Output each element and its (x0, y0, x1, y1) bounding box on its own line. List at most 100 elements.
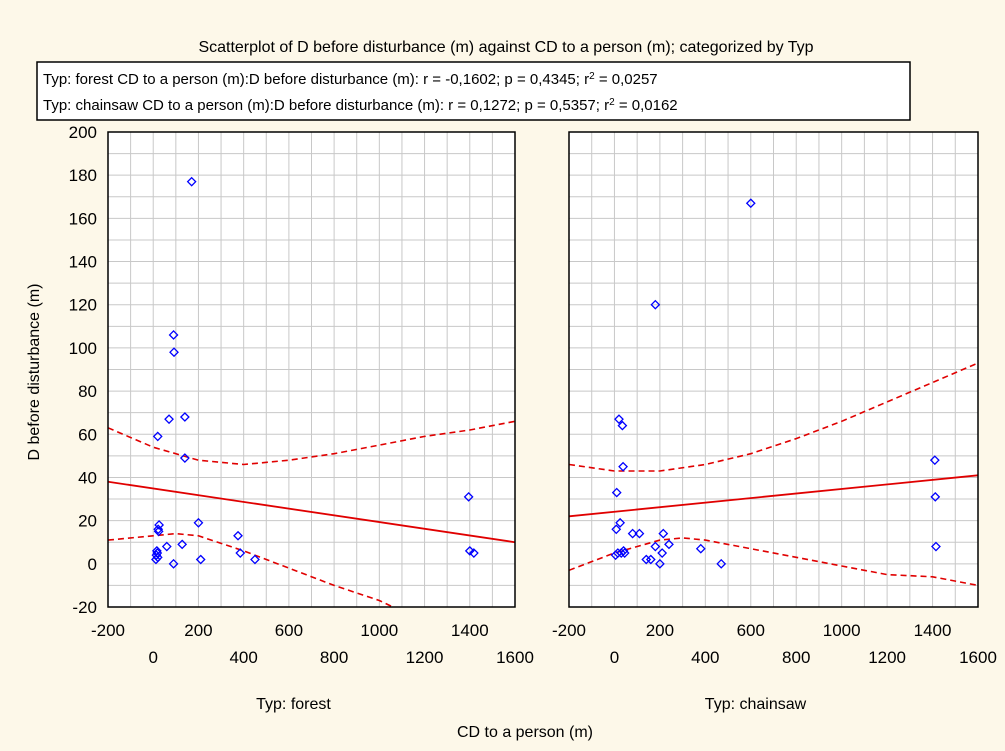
data-point (618, 461, 628, 472)
data-point (154, 520, 165, 530)
data-point (250, 554, 260, 565)
panels: -200 200 600 1000 1400 0 400 800 1200 1600 Typ: fo… (91, 131, 997, 713)
data-point (658, 528, 669, 539)
x-tick-label: 1200 (868, 648, 906, 667)
data-point (618, 545, 629, 556)
y-tick-label: 120 (69, 296, 97, 315)
data-point (177, 539, 188, 550)
x-tick-label: 200 (184, 621, 212, 640)
legend-box (36, 61, 911, 121)
data-point (611, 524, 622, 535)
data-point (169, 347, 179, 358)
y-tick-label: -20 (72, 598, 97, 617)
y-tick-label: 0 (88, 555, 97, 574)
data-points (610, 198, 941, 569)
data-point (617, 420, 628, 431)
y-tick-label: 60 (78, 425, 97, 444)
data-points (151, 176, 479, 569)
data-point (695, 543, 706, 554)
confidence-band-upper (569, 362, 978, 472)
y-tick-label: 140 (69, 253, 97, 272)
plot-frame (568, 131, 979, 608)
data-point (931, 541, 941, 552)
data-point (195, 554, 206, 565)
y-tick-labels: -20 0 20 40 60 80 100 120 140 160 180 200 (69, 123, 97, 617)
legend: Typ: forest CD to a person (m):D before … (36, 61, 911, 121)
confidence-band-lower (569, 537, 978, 587)
legend-entry-forest: Typ: forest CD to a person (m):D before … (43, 71, 658, 89)
data-point (611, 487, 622, 498)
y-tick-label: 200 (69, 123, 97, 142)
x-tick-labels: -200 200 600 1000 1400 0 400 800 1200 1600 (552, 621, 997, 667)
grid (107, 131, 516, 608)
data-point (634, 528, 645, 539)
x-tick-labels: -200 200 600 1000 1400 0 400 800 1200 1600 (91, 621, 534, 667)
y-tick-label: 160 (69, 209, 97, 228)
x-tick-label: 1400 (451, 621, 489, 640)
data-point (615, 517, 626, 528)
data-point (151, 554, 161, 565)
panel-label: Typ: chainsaw (705, 696, 807, 713)
x-tick-label: 400 (691, 648, 719, 667)
data-point (186, 176, 197, 187)
regression-line (108, 480, 515, 544)
data-point (179, 412, 190, 422)
panel-forest: -200 200 600 1000 1400 0 400 800 1200 1600 Typ: fo… (91, 131, 534, 713)
plot-frame (107, 131, 516, 608)
data-point (193, 517, 204, 528)
chart-title: Scatterplot of D before disturbance (m) … (198, 39, 813, 56)
x-tick-label: 1000 (360, 621, 398, 640)
confidence-band-upper (108, 420, 515, 466)
data-point (168, 330, 179, 340)
x-tick-label: 1000 (823, 621, 861, 640)
data-point (654, 558, 665, 569)
panel-series (108, 176, 515, 607)
x-tick-label: 1600 (496, 648, 534, 667)
data-point (716, 558, 727, 569)
panel-series (569, 198, 978, 587)
data-point (179, 453, 190, 463)
legend-entry-chainsaw: Typ: chainsaw CD to a person (m):D befor… (43, 97, 678, 115)
data-point (614, 414, 624, 425)
panel-label: Typ: forest (256, 696, 331, 713)
x-tick-label: 0 (148, 648, 157, 667)
data-point (930, 491, 941, 502)
data-point (627, 528, 638, 539)
x-tick-label: 1400 (914, 621, 952, 640)
data-point (152, 552, 163, 563)
data-point (153, 526, 164, 537)
data-point (657, 548, 668, 558)
data-point (650, 299, 661, 310)
x-tick-label: 800 (782, 648, 810, 667)
data-point (233, 530, 243, 541)
x-tick-label: 800 (320, 648, 348, 667)
data-point (468, 548, 479, 558)
y-tick-label: 80 (78, 382, 97, 401)
x-tick-label: 1200 (406, 648, 444, 667)
x-tick-label: -200 (552, 621, 586, 640)
x-tick-label: 200 (646, 621, 674, 640)
data-point (152, 548, 163, 558)
data-point (664, 539, 674, 550)
x-tick-label: 600 (737, 621, 765, 640)
data-point (164, 414, 174, 425)
y-axis-label: D before disturbance (m) (26, 284, 43, 461)
x-tick-label: 0 (610, 648, 619, 667)
data-point (616, 548, 627, 558)
y-tick-label: 180 (69, 166, 97, 185)
x-tick-label: 600 (275, 621, 303, 640)
data-point (619, 548, 630, 558)
y-tick-label: 100 (69, 339, 97, 358)
data-point (645, 554, 656, 565)
data-point (650, 541, 661, 552)
panel-chainsaw: -200 200 600 1000 1400 0 400 800 1200 1600 Typ: ch… (552, 131, 997, 713)
y-tick-label: 40 (78, 468, 97, 487)
data-point (168, 558, 179, 569)
data-point (463, 491, 474, 502)
x-axis-label: CD to a person (m) (457, 724, 593, 741)
data-point (929, 455, 940, 466)
x-tick-label: -200 (91, 621, 125, 640)
x-tick-label: 1600 (959, 648, 997, 667)
